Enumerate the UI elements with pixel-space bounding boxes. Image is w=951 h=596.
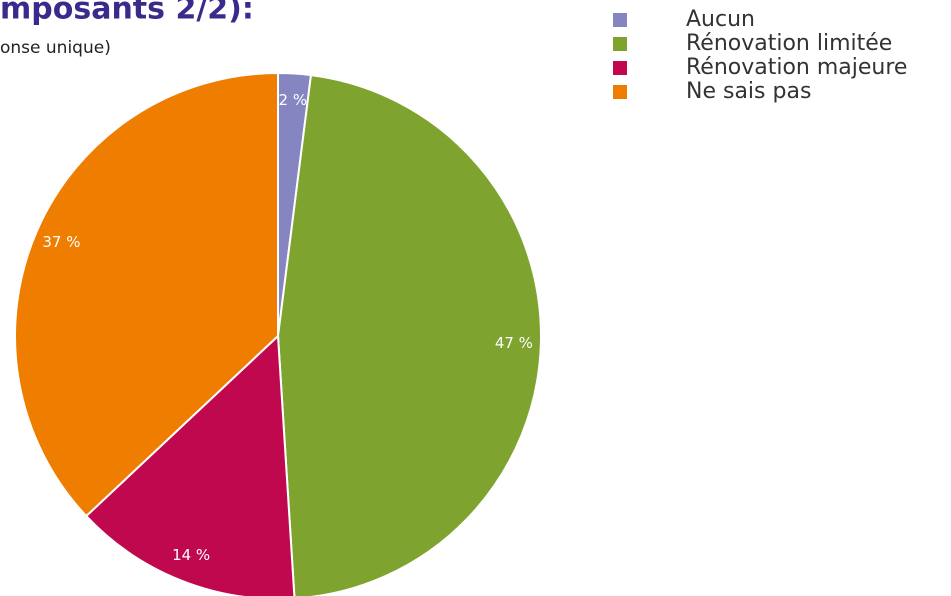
pie-slice xyxy=(84,333,296,596)
legend-swatch xyxy=(613,37,627,51)
slice-label: 14 % xyxy=(172,546,210,564)
legend-swatch xyxy=(613,61,627,75)
pie-slice xyxy=(276,73,542,596)
legend-label: Rénovation majeure xyxy=(686,55,907,80)
legend-label: Rénovation limitée xyxy=(686,31,892,56)
chart-title: mposants 2/2): xyxy=(0,0,254,27)
legend-label: Ne sais pas xyxy=(686,79,811,104)
chart-subtitle: onse unique) xyxy=(0,38,111,58)
slice-label: 37 % xyxy=(42,233,80,251)
legend-swatch xyxy=(613,85,627,99)
slice-label: 2 % xyxy=(279,91,308,109)
legend-swatch xyxy=(613,13,627,27)
slice-label: 47 % xyxy=(495,334,533,352)
legend-label: Aucun xyxy=(686,7,755,32)
pie-slice xyxy=(14,71,279,518)
